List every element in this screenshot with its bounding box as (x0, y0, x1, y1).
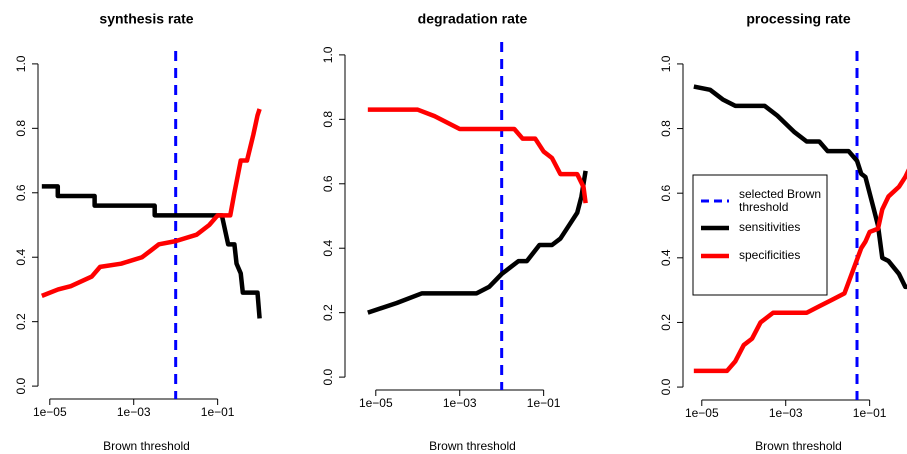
y-tick-label: 1.0 (321, 46, 335, 63)
series-line (693, 168, 907, 374)
x-axis-label: Brown threshold (755, 439, 842, 453)
y-tick-label: 0.6 (659, 185, 673, 202)
panel: processing rate Brown threshold 0.0 0.2 0.4 0… (659, 11, 907, 453)
x-axis-label: Brown threshold (429, 439, 516, 453)
x-axis-label: Brown threshold (103, 439, 190, 453)
legend-box (692, 174, 828, 296)
y-tick-label: 1.0 (14, 55, 28, 72)
y-tick-label: 0.8 (321, 111, 335, 128)
x-tick-label: 1e−03 (443, 396, 477, 410)
y-tick-label: 0.4 (14, 249, 28, 266)
y-tick-label: 0.2 (321, 304, 335, 321)
y-tick-label: 0.2 (14, 313, 28, 330)
series-line (367, 170, 588, 315)
x-tick-label: 1e−03 (117, 405, 151, 419)
legend-label: sensitivities (739, 220, 800, 234)
y-tick-label: 0.6 (14, 184, 28, 201)
y-tick-label: 0.0 (14, 377, 28, 394)
x-tick-label: 1e−05 (685, 406, 719, 420)
x-tick-label: 1e−01 (201, 405, 235, 419)
y-tick-label: 0.6 (321, 175, 335, 192)
legend-label: specificities (739, 248, 800, 262)
y-tick-label: 0.8 (14, 120, 28, 137)
y-tick-label: 0.0 (321, 368, 335, 385)
y-tick-label: 0.2 (659, 314, 673, 331)
x-tick-label: 1e−01 (853, 406, 887, 420)
series-line (693, 84, 907, 290)
panel-title: processing rate (746, 11, 850, 27)
y-tick-label: 0.4 (321, 240, 335, 257)
legend-label: selected Brown threshold (739, 187, 821, 214)
y-tick-label: 0.8 (659, 120, 673, 137)
x-tick-label: 1e−05 (359, 396, 393, 410)
series-line (367, 107, 588, 204)
series-line (40, 108, 262, 298)
panel-title: degradation rate (418, 11, 528, 27)
x-tick-label: 1e−03 (769, 406, 803, 420)
y-tick-label: 0.0 (659, 378, 673, 395)
panel: degradation rate Brown threshold 0.0 0.2 0.4… (321, 11, 588, 453)
x-tick-label: 1e−05 (33, 405, 67, 419)
x-tick-label: 1e−01 (527, 396, 561, 410)
panel: synthesis rate Brown threshold 0.0 0.2 0.4 0.… (14, 11, 262, 453)
y-tick-label: 1.0 (659, 55, 673, 72)
y-tick-label: 0.4 (659, 249, 673, 266)
panel-title: synthesis rate (99, 11, 193, 27)
